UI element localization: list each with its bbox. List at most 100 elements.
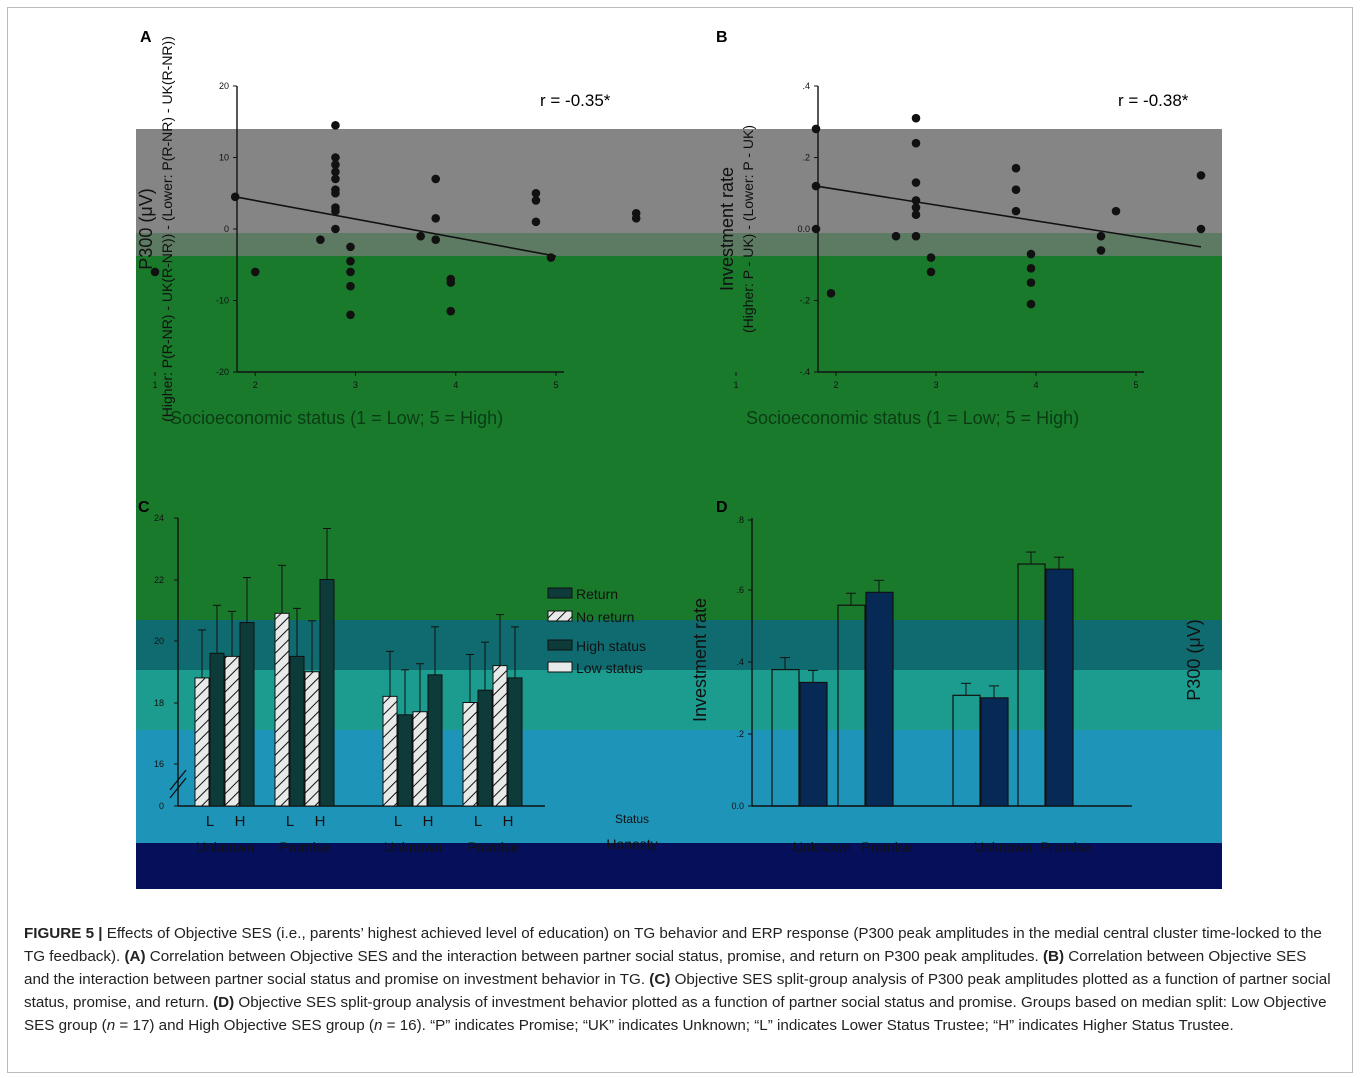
bar-no-return	[194, 677, 210, 807]
legend-swatch	[547, 587, 573, 599]
x-group-label: Promise	[467, 839, 519, 855]
data-point	[331, 121, 340, 130]
x-group-label: Unknown	[196, 839, 254, 855]
data-point	[446, 278, 456, 287]
data-point	[811, 224, 821, 234]
bar-low-status	[771, 668, 800, 807]
bar-return	[477, 689, 493, 807]
y-tick-label: 10	[219, 153, 229, 163]
data-point	[416, 231, 425, 241]
y-tick-label: 20	[154, 636, 164, 646]
x-group-label: Unknown	[974, 839, 1032, 855]
data-point	[1111, 206, 1121, 216]
data-point	[331, 174, 340, 184]
data-point	[1196, 224, 1206, 234]
y-tick-label: 0	[224, 224, 229, 234]
data-point	[1026, 264, 1036, 273]
axis-break	[169, 777, 187, 799]
caption-n2: n	[373, 1017, 383, 1034]
x-tick-label: L	[474, 813, 482, 830]
data-point	[346, 242, 355, 252]
bar-high-status	[980, 697, 1009, 807]
data-point	[926, 253, 936, 262]
bar-no-return	[382, 695, 398, 807]
y-tick-label: 0.0	[731, 801, 744, 811]
y-tick-label: .6	[736, 585, 744, 595]
panel-d-label: D	[716, 499, 728, 516]
scatter-a: 20 10 0 -10 -20 1 2 3 4 5 P300 (μV) (Higher: P(R-NR…	[136, 36, 641, 422]
band-gray	[136, 129, 1222, 239]
legend-swatch	[547, 639, 573, 651]
data-point	[1026, 278, 1036, 287]
bar-low-status	[952, 694, 981, 807]
bar-no-return	[304, 671, 320, 807]
x-group-label: Unknown	[793, 839, 851, 855]
data-point	[1026, 249, 1036, 259]
caption-c: (C)	[649, 971, 671, 988]
x-tick-label: 4	[453, 380, 458, 390]
x-axis-label: Honesty	[606, 836, 657, 852]
x-tick-label: L	[286, 813, 294, 830]
data-point	[331, 206, 340, 216]
data-point	[250, 267, 260, 277]
x-group-label: Promise	[861, 839, 913, 855]
data-point	[1096, 246, 1106, 255]
data-point	[891, 231, 901, 241]
x-group-label: Promise	[1040, 839, 1092, 855]
bar-no-return	[274, 612, 290, 807]
data-point	[431, 174, 441, 184]
data-point	[531, 196, 541, 205]
caption-a: (A)	[124, 948, 146, 965]
data-point	[531, 188, 541, 198]
y-tick-label: 16	[154, 759, 164, 769]
bar-high-status	[865, 591, 894, 807]
y-axis-label: Investment rate	[690, 598, 710, 722]
panel-b-xlabel: Socioeconomic status (1 = Low; 5 = High)	[746, 408, 1079, 428]
data-point	[826, 289, 836, 298]
y-tick-label: 18	[154, 698, 164, 708]
legend-swatch	[547, 661, 573, 673]
data-point	[150, 267, 160, 277]
scatter-b: .4 .2 0.0 -.2 -.4 1 2 3 4 5 Investment rate (Higher…	[717, 81, 1206, 390]
bar-return	[507, 677, 523, 807]
x-tick-label: 5	[1133, 380, 1138, 390]
bar-return	[427, 674, 443, 807]
bar-high-status	[1045, 568, 1074, 807]
y-tick-label: .8	[736, 515, 744, 525]
band-teal-dark	[136, 620, 1222, 672]
y-tick-label: .2	[802, 153, 810, 163]
y-tick-label: -10	[216, 296, 229, 306]
x-tick-label: 2	[253, 380, 258, 390]
y-axis-label: Investment rate	[717, 167, 737, 291]
legend-swatch	[547, 610, 573, 622]
x-group-label: Promise	[279, 839, 331, 855]
y-tick-label: -.2	[799, 296, 810, 306]
y-axis-sublabel: (Higher: P(R-NR) - UK(R-NR)) - (Lower: P…	[159, 36, 175, 422]
x-tick-label: 3	[933, 380, 938, 390]
data-point	[331, 153, 340, 162]
x-tick-label: 3	[353, 380, 358, 390]
bar-no-return	[224, 655, 240, 807]
panel-a-label: A	[140, 29, 152, 46]
data-point	[346, 281, 355, 291]
data-point	[1011, 163, 1021, 173]
data-point	[331, 188, 340, 198]
data-point	[811, 124, 821, 134]
data-point	[1096, 231, 1106, 241]
y-tick-label: 0.0	[797, 224, 810, 234]
data-point	[911, 210, 921, 219]
data-point	[911, 178, 921, 187]
caption-n1: n	[106, 1017, 116, 1034]
legend-label: Return	[576, 586, 618, 602]
bar-return	[289, 655, 305, 807]
x-tick-label: H	[423, 813, 434, 830]
legend-label: High status	[576, 638, 646, 654]
bar-no-return	[412, 711, 428, 807]
caption-s4: Objective SES split-group analysis of P3…	[24, 971, 1331, 1011]
y-tick-label: 0	[159, 801, 164, 811]
data-point	[331, 160, 340, 169]
y-tick-label: 22	[154, 575, 164, 585]
caption-s6: = 17) and High Objective SES group (	[115, 1017, 374, 1034]
x-tick-label: L	[394, 813, 402, 830]
caption-s2: Correlation between Objective SES and th…	[145, 948, 1043, 965]
